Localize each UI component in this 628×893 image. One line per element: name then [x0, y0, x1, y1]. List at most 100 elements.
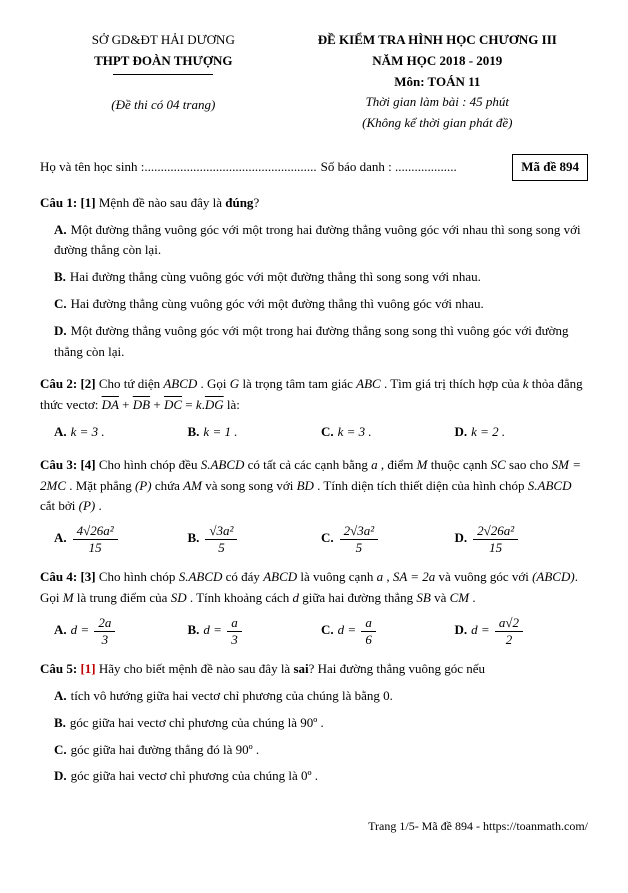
- q4-sb: SB: [416, 590, 430, 605]
- q4-d-label: D.: [455, 622, 468, 637]
- dept: SỞ GD&ĐT HẢI DƯƠNG: [40, 30, 287, 51]
- q5-num: Câu 5:: [40, 661, 80, 676]
- q2-d-label: D.: [455, 424, 468, 439]
- q5-a-label: A.: [54, 688, 67, 703]
- exam-time-note: (Không kể thời gian phát đề): [287, 113, 588, 134]
- q1-d-label: D.: [54, 323, 67, 338]
- info-row: Họ và tên học sinh :....................…: [40, 154, 588, 181]
- underline-left: [113, 74, 213, 75]
- q3-p: (P): [135, 478, 152, 493]
- question-5: Câu 5: [1] Hãy cho biết mệnh đề nào sau …: [40, 659, 588, 787]
- q2-abc: ABC: [356, 376, 381, 391]
- q2-eq: =: [182, 397, 196, 412]
- q3-a-label: A.: [54, 530, 67, 545]
- q4-cl: d =: [338, 622, 360, 637]
- q2-a: k = 3 .: [71, 424, 105, 439]
- q1-b: Hai đường thẳng cùng vuông góc với một đ…: [70, 269, 481, 284]
- q4-tag: [3]: [80, 569, 95, 584]
- q5-t1: Hãy cho biết mệnh đề nào sau đây là: [96, 661, 294, 676]
- q3-t7: chứa: [152, 478, 184, 493]
- q3-am: AM: [183, 478, 202, 493]
- q2-t1: Cho tứ diện: [96, 376, 164, 391]
- q3-tag: [4]: [80, 457, 95, 472]
- q2-b: k = 1 .: [203, 424, 237, 439]
- q3-d-label: D.: [455, 530, 468, 545]
- q4-cm: CM: [450, 590, 470, 605]
- q1-tag: [1]: [80, 195, 95, 210]
- q3-num: Câu 3:: [40, 457, 80, 472]
- q2-a-label: A.: [54, 424, 67, 439]
- q4-al: d =: [71, 622, 93, 637]
- code-box: Mã đề 894: [512, 154, 588, 181]
- q4-a-frac: 2a3: [94, 615, 115, 647]
- q2-b-label: B.: [188, 424, 200, 439]
- q1-t1: Mệnh đề nào sau đây là: [96, 195, 226, 210]
- q3-t1: Cho hình chóp đều: [96, 457, 201, 472]
- question-2: Câu 2: [2] Cho tứ diện ABCD . Gọi G là t…: [40, 374, 588, 442]
- q3-b-frac: √3a²5: [205, 523, 237, 555]
- q3-b-label: B.: [188, 530, 200, 545]
- q4-dl: d =: [471, 622, 493, 637]
- q2-t6: là:: [224, 397, 240, 412]
- q5-t2: ? Hai đường thẳng vuông góc nếu: [309, 661, 485, 676]
- q3-t9: . Tính diện tích thiết diện của hình chó…: [314, 478, 528, 493]
- q3-p2: (P): [79, 498, 96, 513]
- q2-num: Câu 2:: [40, 376, 80, 391]
- q1-c-label: C.: [54, 296, 67, 311]
- q3-t3: , điểm: [378, 457, 417, 472]
- q3-t2: có tất cả các cạnh bằng: [244, 457, 371, 472]
- footer: Trang 1/5- Mã đề 894 - https://toanmath.…: [40, 817, 588, 836]
- q5-c-label: C.: [54, 742, 67, 757]
- q4-t3: là vuông cạnh: [297, 569, 376, 584]
- q2-t4: . Tìm giá trị thích hợp của: [381, 376, 523, 391]
- school: THPT ĐOÀN THƯỢNG: [40, 51, 287, 72]
- q2-p1: +: [119, 397, 133, 412]
- q4-d-frac: a√22: [495, 615, 523, 647]
- q1-a-label: A.: [54, 222, 67, 237]
- q3-c-frac: 2√3a²5: [340, 523, 379, 555]
- q4-num: Câu 4:: [40, 569, 80, 584]
- q2-da: DA: [102, 397, 119, 412]
- q2-dc: DC: [164, 397, 182, 412]
- question-4: Câu 4: [3] Cho hình chóp S.ABCD có đáy A…: [40, 567, 588, 647]
- q3-bd: BD: [297, 478, 314, 493]
- q4-t7: là trung điểm của: [74, 590, 171, 605]
- q3-t10: cắt bởi: [40, 498, 79, 513]
- name-label: Họ và tên học sinh :....................…: [40, 157, 317, 178]
- q1-d: Một đường thẳng vuông góc với một trong …: [54, 323, 569, 359]
- q4-t11: .: [469, 590, 476, 605]
- q2-g: G: [230, 376, 239, 391]
- q2-db: DB: [133, 397, 150, 412]
- q1-t2: ?: [253, 195, 259, 210]
- q2-c: k = 3 .: [338, 424, 372, 439]
- q2-abcd: ABCD: [163, 376, 197, 391]
- question-3: Câu 3: [4] Cho hình chóp đều S.ABCD có t…: [40, 455, 588, 556]
- q4-c-label: C.: [321, 622, 334, 637]
- q4-c-frac: a6: [361, 615, 376, 647]
- exam-subject: Môn: TOÁN 11: [287, 72, 588, 93]
- q2-t2: . Gọi: [197, 376, 230, 391]
- q2-d: k = 2 .: [471, 424, 505, 439]
- q4-sa: SA = 2a: [393, 569, 435, 584]
- q3-t11: .: [95, 498, 102, 513]
- q4-t4: ,: [383, 569, 393, 584]
- question-1: Câu 1: [1] Mệnh đề nào sau đây là đúng? …: [40, 193, 588, 363]
- q3-t6: . Mặt phẳng: [66, 478, 135, 493]
- q1-dung: đúng: [225, 195, 253, 210]
- exam-note: (Đề thi có 04 trang): [40, 95, 287, 116]
- q3-sc: SC: [491, 457, 506, 472]
- header: SỞ GD&ĐT HẢI DƯƠNG THPT ĐOÀN THƯỢNG (Đề …: [40, 30, 588, 134]
- q4-t10: và: [431, 590, 450, 605]
- q3-a-frac: 4√26a²15: [73, 523, 118, 555]
- q4-t2: có đáy: [222, 569, 263, 584]
- q2-t3: là trọng tâm tam giác: [239, 376, 356, 391]
- q5-tag: [1]: [80, 661, 95, 676]
- q5-d-label: D.: [54, 768, 67, 783]
- q4-sd: SD: [171, 590, 187, 605]
- q4-t9: giữa hai đường thẳng: [299, 590, 416, 605]
- exam-time: Thời gian làm bài : 45 phút: [287, 92, 588, 113]
- q4-a-label: A.: [54, 622, 67, 637]
- q5-b: góc giữa hai vectơ chỉ phương của chúng …: [70, 715, 324, 730]
- q4-m: M: [63, 590, 74, 605]
- q3-c-label: C.: [321, 530, 334, 545]
